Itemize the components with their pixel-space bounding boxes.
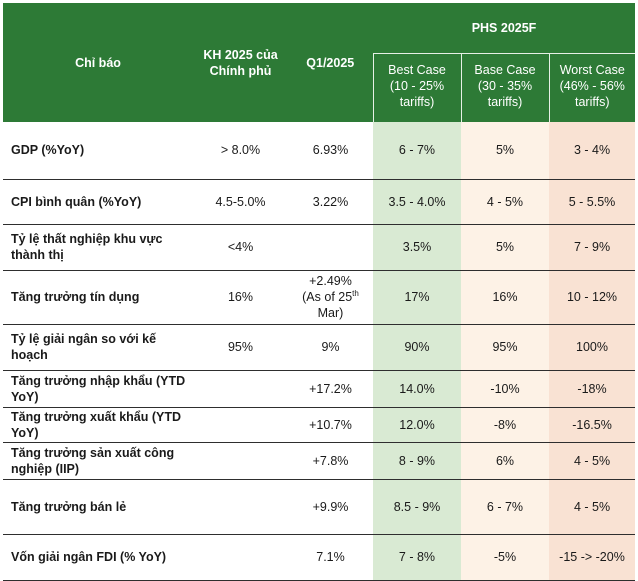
table-row: Tỷ lệ giải ngân so với kế hoạch 95% 9% 9… [3,324,636,371]
cell-worst: 100% [549,324,636,371]
table-row: GDP (%YoY) > 8.0% 6.93% 6 - 7% 5% 3 - 4% [3,122,636,180]
table-row: Tăng trưởng xuất khẩu (YTD YoY) +10.7% 1… [3,407,636,443]
cell-worst: -16.5% [549,407,636,443]
cell-q1 [288,224,373,271]
table-row: Tỷ lệ thất nghiệp khu vực thành thị <4% … [3,224,636,271]
header-government-plan: KH 2025 của Chính phủ [193,3,288,122]
table-row: Tăng trưởng sản xuất công nghiệp (IIP) +… [3,442,636,480]
cell-base: 16% [461,270,549,325]
cell-worst: -18% [549,370,636,408]
table-header: Chỉ báo KH 2025 của Chính phủ Q1/2025 PH… [3,3,636,122]
cell-q1: +2.49% (As of 25th Mar) [288,270,373,325]
header-worst-case: Worst Case (46% - 56% tariffs) [548,53,636,122]
cell-q1: 7.1% [288,534,373,581]
cell-plan [193,479,288,535]
row-label: CPI bình quân (%YoY) [3,179,193,225]
cell-worst: -15 -> -20% [549,534,636,581]
cell-q1: 6.93% [288,122,373,180]
row-label: Tăng trưởng nhập khẩu (YTD YoY) [3,370,193,408]
cell-q1: +17.2% [288,370,373,408]
header-best-case: Best Case (10 - 25% tariffs) [372,53,461,122]
cell-worst: 7 - 9% [549,224,636,271]
row-label: Tăng trưởng bán lẻ [3,479,193,535]
header-q1: Q1/2025 [288,3,373,122]
cell-plan [193,534,288,581]
cell-q1-note-sup: th [352,288,359,298]
cell-best: 7 - 8% [373,534,461,581]
cell-plan: 95% [193,324,288,371]
header-base-case: Base Case (30 - 35% tariffs) [460,53,549,122]
cell-base: 5% [461,122,549,180]
header-indicator: Chỉ báo [3,3,193,122]
cell-q1: 3.22% [288,179,373,225]
cell-base: -8% [461,407,549,443]
cell-base: 6 - 7% [461,479,549,535]
header-phs-forecast: PHS 2025F [373,3,636,54]
cell-best: 17% [373,270,461,325]
cell-q1: +7.8% [288,442,373,480]
cell-worst: 4 - 5% [549,479,636,535]
cell-base: 4 - 5% [461,179,549,225]
cell-worst: 3 - 4% [549,122,636,180]
cell-q1-note-text: (As of 25 [302,290,353,304]
row-label: Tăng trưởng sản xuất công nghiệp (IIP) [3,442,193,480]
row-label: GDP (%YoY) [3,122,193,180]
table-row: Vốn giải ngân FDI (% YoY) 7.1% 7 - 8% -5… [3,534,636,581]
cell-plan [193,370,288,408]
cell-worst: 5 - 5.5% [549,179,636,225]
cell-plan: 16% [193,270,288,325]
row-label: Tỷ lệ thất nghiệp khu vực thành thị [3,224,193,271]
cell-plan: <4% [193,224,288,271]
cell-plan: > 8.0% [193,122,288,180]
cell-q1: +9.9% [288,479,373,535]
macro-forecast-table: Chỉ báo KH 2025 của Chính phủ Q1/2025 PH… [3,3,636,581]
table-body: GDP (%YoY) > 8.0% 6.93% 6 - 7% 5% 3 - 4%… [3,122,636,581]
cell-q1-value: +2.49% [309,274,352,288]
cell-q1-note: (As of 25th [302,288,359,304]
cell-base: -5% [461,534,549,581]
cell-best: 90% [373,324,461,371]
cell-best: 8 - 9% [373,442,461,480]
table-row: Tăng trưởng tín dụng 16% +2.49% (As of 2… [3,270,636,325]
row-label: Tỷ lệ giải ngân so với kế hoạch [3,324,193,371]
cell-best: 14.0% [373,370,461,408]
cell-plan [193,407,288,443]
cell-plan [193,442,288,480]
cell-best: 12.0% [373,407,461,443]
cell-plan: 4.5-5.0% [193,179,288,225]
table-row: Tăng trưởng nhập khẩu (YTD YoY) +17.2% 1… [3,370,636,408]
row-label: Vốn giải ngân FDI (% YoY) [3,534,193,581]
cell-q1: 9% [288,324,373,371]
cell-base: 95% [461,324,549,371]
row-label: Tăng trưởng xuất khẩu (YTD YoY) [3,407,193,443]
table-row: CPI bình quân (%YoY) 4.5-5.0% 3.22% 3.5 … [3,179,636,225]
cell-best: 3.5 - 4.0% [373,179,461,225]
cell-worst: 10 - 12% [549,270,636,325]
cell-base: 5% [461,224,549,271]
cell-best: 6 - 7% [373,122,461,180]
row-label: Tăng trưởng tín dụng [3,270,193,325]
cell-best: 3.5% [373,224,461,271]
cell-worst: 4 - 5% [549,442,636,480]
cell-best: 8.5 - 9% [373,479,461,535]
cell-base: -10% [461,370,549,408]
cell-q1: +10.7% [288,407,373,443]
cell-base: 6% [461,442,549,480]
table-row: Tăng trưởng bán lẻ +9.9% 8.5 - 9% 6 - 7%… [3,479,636,535]
cell-q1-note-end: Mar) [317,306,344,320]
